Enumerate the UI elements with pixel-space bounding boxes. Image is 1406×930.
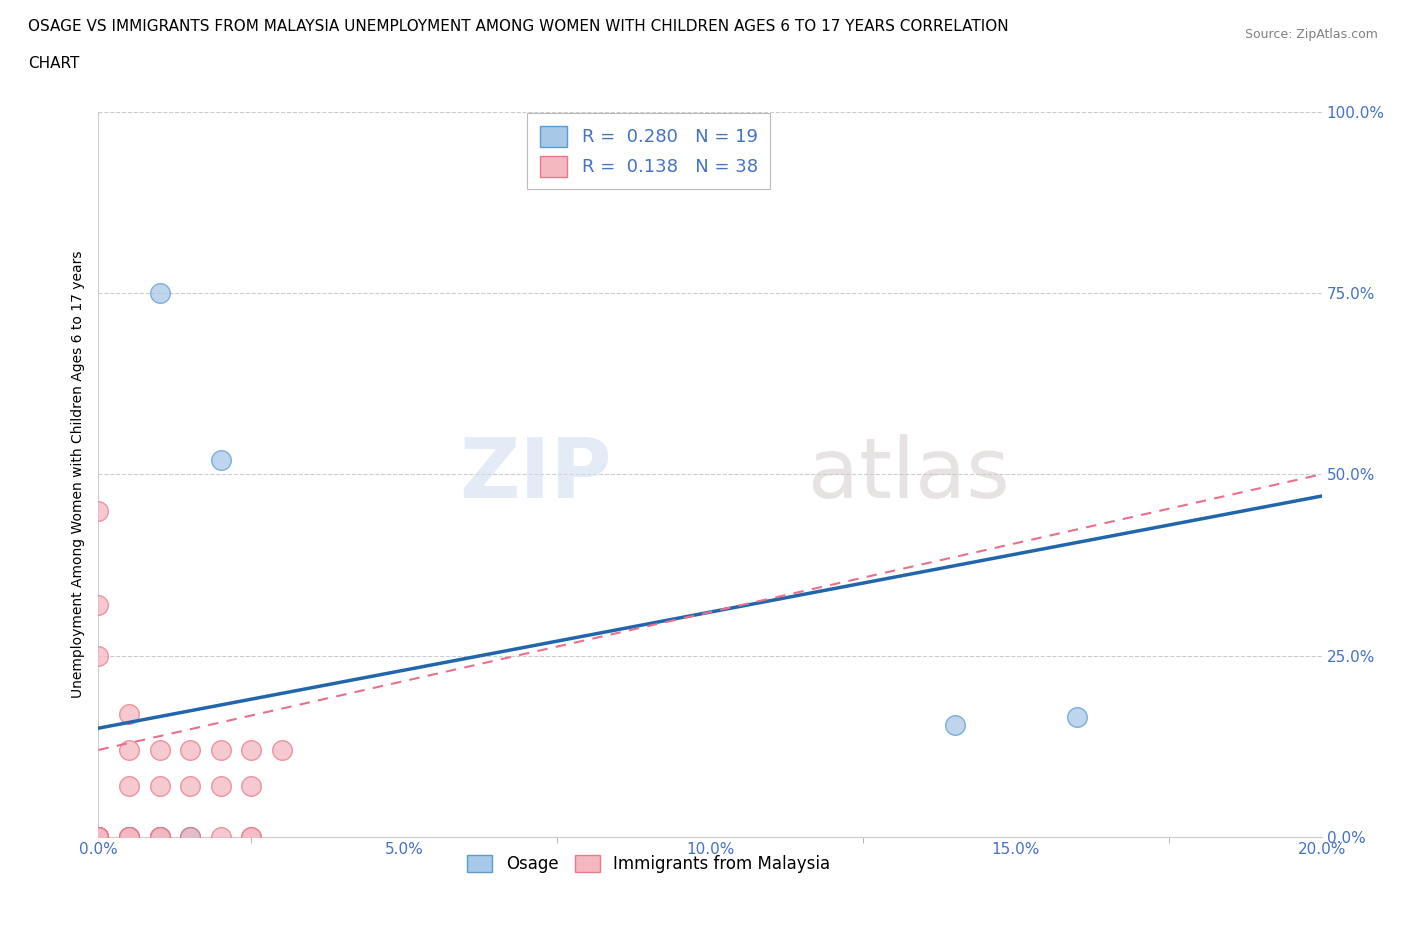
Point (87, 830, 110, 844)
Point (149, 830, 172, 844)
Point (87, 830, 110, 844)
Point (87, 830, 110, 844)
Point (87, 830, 110, 844)
Point (118, 742, 141, 757)
Point (87, 830, 110, 844)
Text: Source: ZipAtlas.com: Source: ZipAtlas.com (1244, 28, 1378, 41)
Text: ZIP: ZIP (460, 433, 612, 515)
Point (179, 830, 201, 844)
Point (179, 830, 201, 844)
Point (149, 830, 172, 844)
Point (87, 830, 110, 844)
Point (87, 830, 110, 844)
Point (87, 597, 110, 612)
Point (270, 742, 292, 757)
Point (87, 830, 110, 844)
Text: OSAGE VS IMMIGRANTS FROM MALAYSIA UNEMPLOYMENT AMONG WOMEN WITH CHILDREN AGES 6 : OSAGE VS IMMIGRANTS FROM MALAYSIA UNEMPL… (28, 19, 1008, 33)
Point (943, 717, 966, 732)
Point (118, 830, 141, 844)
Point (118, 830, 141, 844)
Point (149, 830, 172, 844)
Point (209, 778, 232, 793)
Point (87, 830, 110, 844)
Point (240, 830, 263, 844)
Legend: Osage, Immigrants from Malaysia: Osage, Immigrants from Malaysia (461, 848, 837, 880)
Point (118, 830, 141, 844)
Point (87, 830, 110, 844)
Point (118, 830, 141, 844)
Point (149, 830, 172, 844)
Point (118, 830, 141, 844)
Point (87, 830, 110, 844)
Point (209, 830, 232, 844)
Point (149, 286, 172, 300)
Point (87, 830, 110, 844)
Point (149, 778, 172, 793)
Point (149, 830, 172, 844)
Point (87, 503, 110, 518)
Point (118, 830, 141, 844)
Point (87, 648, 110, 663)
Point (179, 830, 201, 844)
Point (87, 830, 110, 844)
Point (149, 742, 172, 757)
Point (87, 830, 110, 844)
Point (209, 452, 232, 467)
Point (179, 778, 201, 793)
Point (118, 706, 141, 721)
Point (240, 778, 263, 793)
Point (149, 830, 172, 844)
Y-axis label: Unemployment Among Women with Children Ages 6 to 17 years: Unemployment Among Women with Children A… (70, 250, 84, 698)
Text: CHART: CHART (28, 56, 80, 71)
Point (118, 778, 141, 793)
Point (179, 742, 201, 757)
Point (209, 742, 232, 757)
Point (87, 830, 110, 844)
Point (240, 742, 263, 757)
Point (87, 830, 110, 844)
Point (87, 830, 110, 844)
Text: atlas: atlas (808, 433, 1010, 515)
Point (118, 830, 141, 844)
Point (87, 830, 110, 844)
Point (1066, 710, 1088, 724)
Point (87, 830, 110, 844)
Point (240, 830, 263, 844)
